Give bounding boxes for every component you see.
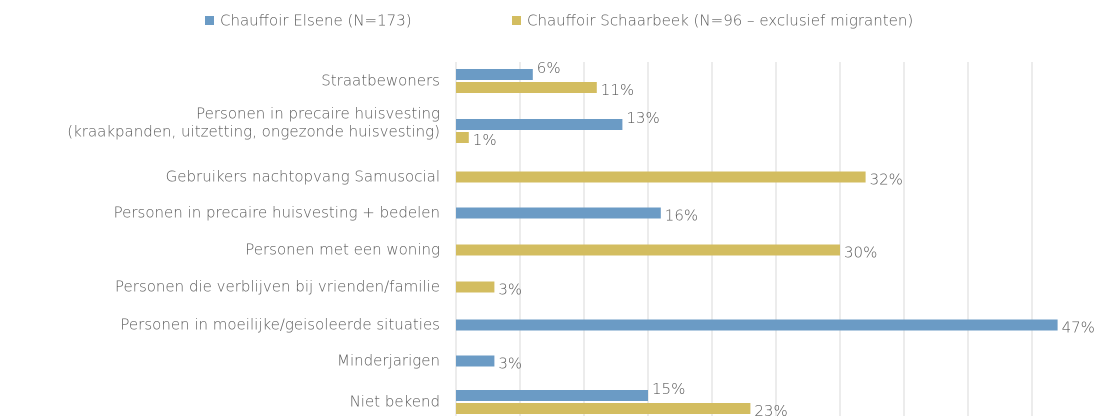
bar: [456, 69, 533, 80]
y-tick-label: Gebruikers nachtopvang Samusocial: [166, 168, 440, 186]
legend-swatch: [512, 16, 521, 25]
y-tick-label: Personen in precaire huisvesting + bedel…: [114, 204, 440, 222]
data-label: 3%: [498, 355, 522, 373]
data-label: 11%: [601, 81, 634, 99]
legend-swatch: [205, 16, 214, 25]
y-tick-label: Niet bekend: [350, 393, 440, 411]
data-label: 3%: [498, 281, 522, 299]
y-tick-label: Personen met een woning: [245, 241, 440, 259]
data-label: 1%: [473, 131, 497, 149]
bar: [456, 171, 866, 183]
legend-label: Chauffoir Schaarbeek (N=96 – exclusief m…: [527, 12, 913, 30]
bar: [456, 244, 840, 256]
data-label: 32%: [870, 171, 903, 189]
data-label: 13%: [626, 109, 659, 127]
bar: [456, 403, 751, 414]
bar: [456, 119, 623, 130]
data-label: 15%: [652, 380, 685, 398]
y-tick-label: Personen in precaire huisvesting: [196, 105, 440, 123]
y-tick-label: Straatbewoners: [321, 72, 440, 90]
legend-label: Chauffoir Elsene (N=173): [220, 12, 412, 30]
data-label: 47%: [1062, 319, 1095, 337]
bar: [456, 355, 495, 367]
y-tick-label: (kraakpanden, uitzetting, ongezonde huis…: [67, 123, 440, 141]
bar: [456, 390, 648, 401]
data-label: 6%: [537, 59, 561, 77]
bar: [456, 281, 495, 293]
y-tick-label: Personen die verblijven bij vrienden/fam…: [115, 278, 440, 296]
y-tick-label: Personen in moeilijke/geisoleerde situat…: [120, 316, 440, 334]
data-label: 30%: [844, 244, 877, 262]
data-label: 23%: [754, 402, 787, 416]
bar: [456, 82, 597, 93]
bar: [456, 319, 1058, 331]
bar: [456, 132, 469, 143]
y-tick-label: Minderjarigen: [337, 352, 440, 370]
bar: [456, 207, 661, 219]
data-label: 16%: [665, 207, 698, 225]
